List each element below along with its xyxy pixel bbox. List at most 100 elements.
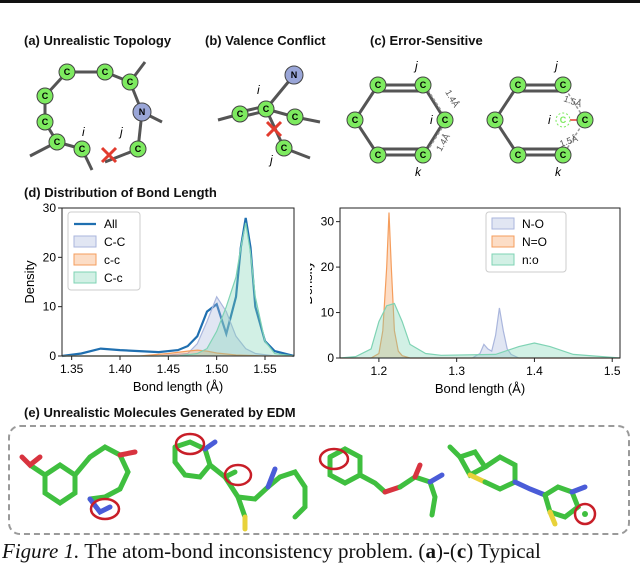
carbon-atom: C	[369, 76, 387, 94]
carbon-atom: C	[369, 146, 387, 164]
edm-molecule-3	[327, 446, 445, 518]
y-tick-label: 30	[43, 201, 57, 215]
x-tick-label: 1.5	[604, 364, 621, 378]
legend-label: C-C	[104, 235, 126, 249]
svg-text:C: C	[582, 115, 589, 125]
carbon-atom: C	[58, 63, 76, 81]
svg-text:C: C	[281, 143, 288, 153]
caption-dash: )-(	[435, 539, 457, 563]
figure-label: Figure 1.	[2, 539, 80, 563]
plot-frame	[61, 207, 295, 357]
caption-text: The atom-bond inconsistency problem. (	[79, 539, 426, 563]
panel-d-title: (d) Distribution of Bond Length	[24, 185, 217, 200]
carbon-atom: C	[554, 146, 572, 164]
svg-text:C: C	[375, 150, 382, 160]
caption-c: c	[456, 539, 467, 563]
svg-text:C: C	[442, 115, 449, 125]
top-rule	[0, 0, 640, 3]
series-line-C-C	[62, 295, 294, 357]
svg-text:C: C	[135, 144, 142, 154]
svg-text:C: C	[560, 115, 567, 125]
svg-text:C: C	[420, 80, 427, 90]
carbon-atom: C	[414, 146, 432, 164]
legend-label: n:o	[522, 253, 539, 267]
y-tick-label: 10	[321, 306, 335, 320]
carbon-atom: C	[509, 76, 527, 94]
panel-c-title: (c) Error-Sensitive	[370, 33, 483, 48]
error-circle	[573, 502, 597, 526]
caption-tail: ) Typical	[466, 539, 541, 563]
isolated-atom	[582, 511, 588, 517]
svg-text:C: C	[79, 144, 86, 154]
legend-swatch	[73, 271, 97, 284]
svg-text:C: C	[64, 67, 71, 77]
svg-text:N: N	[139, 107, 146, 117]
legend-box	[485, 211, 567, 273]
x-tick-label: 1.2	[371, 364, 388, 378]
panel-e-title: (e) Unrealistic Molecules Generated by E…	[24, 405, 296, 420]
series-area-n:o	[340, 303, 620, 358]
svg-text:C: C	[42, 91, 49, 101]
error-circle	[318, 447, 350, 471]
svg-text:N: N	[291, 70, 298, 80]
panel-a-molecule: C C C N C C C C C i j	[29, 61, 163, 171]
svg-text:C: C	[292, 112, 299, 122]
bond-length-chart-cc: 1.35 1.40 1.45 1.50 1.55 0 10 20 30 Bond length (…	[22, 201, 295, 394]
carbon-atom: C	[346, 111, 364, 129]
error-mark-a	[100, 146, 118, 164]
svg-text:C: C	[102, 67, 109, 77]
carbon-atom: C	[509, 146, 527, 164]
bond-length-chart-no: 1.2 1.3 1.4 1.5 0 10 20 30 Bond length (Å) Densit…	[310, 207, 621, 396]
svg-text:C: C	[127, 77, 134, 87]
svg-text:C: C	[42, 117, 49, 127]
svg-text:C: C	[560, 150, 567, 160]
x-tick-label: 1.3	[448, 364, 465, 378]
carbon-atom: C	[231, 105, 249, 123]
carbon-atom: C	[554, 76, 572, 94]
svg-text:C: C	[263, 104, 270, 114]
y-tick-label: 20	[321, 260, 335, 274]
carbon-atom: C	[257, 100, 275, 118]
x-tick-label: 1.4	[526, 364, 543, 378]
y-tick-label: 20	[43, 250, 57, 264]
caption-a: a	[425, 539, 436, 563]
edm-molecules-box	[8, 425, 630, 535]
carbon-atom: C	[414, 76, 432, 94]
legend-swatch	[491, 235, 515, 248]
x-tick-label: 1.50	[205, 362, 229, 376]
carbon-atom: C	[121, 73, 139, 91]
carbon-atom: C	[36, 87, 54, 105]
label-k: k	[555, 165, 562, 179]
edm-molecule-renderings	[19, 432, 597, 532]
carbon-atom: C	[36, 113, 54, 131]
series-line-N-O	[340, 307, 620, 359]
y-axis-label: Density	[310, 261, 315, 305]
series-line-n:o	[339, 302, 621, 359]
label-j: j	[553, 59, 558, 73]
legend-swatch	[73, 235, 97, 248]
nitrogen-atom: N	[132, 102, 152, 122]
carbon-atom: C	[48, 133, 66, 151]
error-circle	[89, 497, 121, 521]
y-tick-label: 30	[321, 215, 335, 229]
x-axis-label: Bond length (Å)	[435, 381, 525, 396]
figure-caption: Figure 1. The atom-bond inconsistency pr…	[2, 539, 638, 564]
bond-length-label: 1.4Å	[443, 88, 461, 109]
label-i: i	[430, 113, 433, 127]
ghost-carbon-atom: C	[555, 112, 571, 128]
y-tick-label: 0	[327, 351, 334, 365]
series-area-C-c	[62, 222, 294, 356]
y-axis-label: Density	[22, 260, 37, 304]
label-j: j	[268, 153, 273, 167]
legend-box	[67, 211, 141, 291]
edm-molecule-4	[447, 444, 588, 527]
carbon-atom: C	[576, 111, 594, 129]
carbon-atom: C	[275, 139, 293, 157]
series-area-C-C	[62, 296, 294, 356]
carbon-atom: C	[486, 111, 504, 129]
svg-text:C: C	[237, 109, 244, 119]
label-i: i	[548, 113, 551, 127]
carbon-atom: C	[129, 140, 147, 158]
error-circle	[174, 432, 206, 456]
legend-label: c-c	[104, 253, 120, 267]
